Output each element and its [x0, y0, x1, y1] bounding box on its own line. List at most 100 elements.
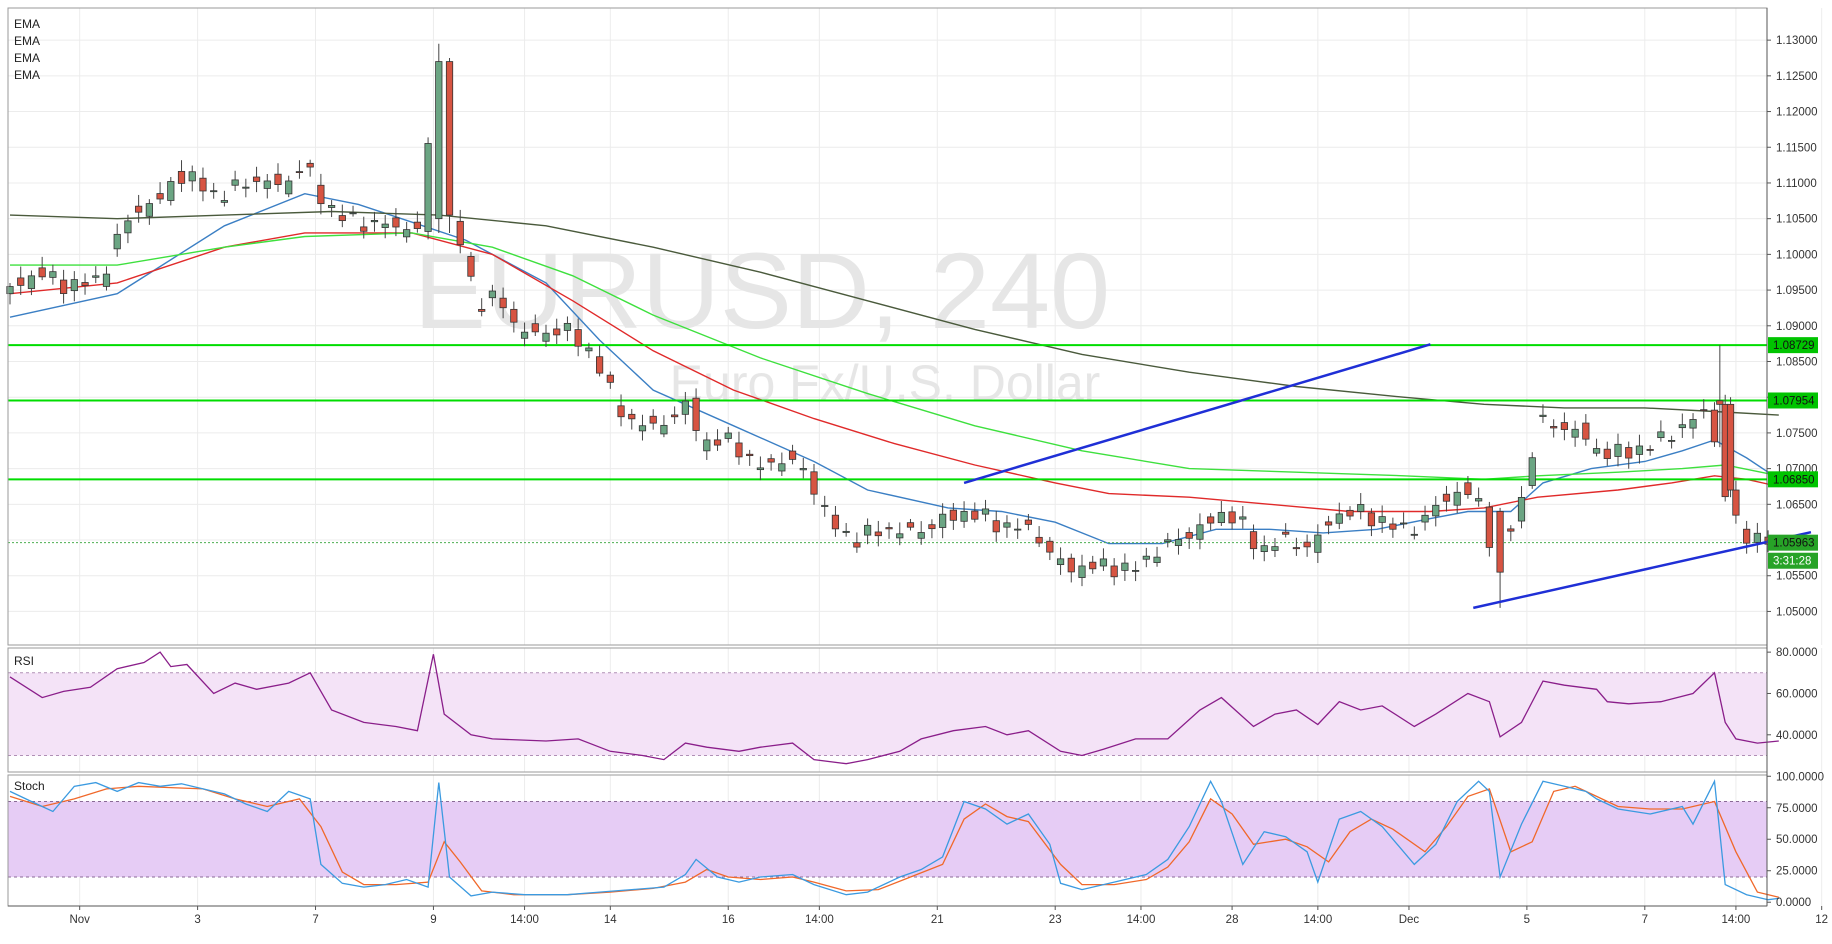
candle-body-290	[1560, 422, 1568, 430]
candle-body-112	[606, 374, 614, 383]
candle-body-28	[156, 193, 164, 200]
candle-body-156	[842, 530, 850, 533]
candle-body-50	[274, 173, 282, 185]
time-tick-label-6: 16	[722, 914, 735, 926]
time-tick-label-11: 28	[1226, 914, 1239, 926]
price-tick-label-8: 1.09000	[1776, 321, 1818, 333]
ema-label-0: EMA	[14, 17, 40, 31]
price-tag-text-1: 1.07954	[1773, 395, 1815, 407]
candle-body-98	[531, 323, 539, 333]
price-tick-label-2: 1.12000	[1776, 107, 1818, 119]
price-tick-label-4: 1.11000	[1776, 178, 1817, 190]
candle-body-318	[1710, 409, 1719, 443]
candle-body-214	[1153, 556, 1161, 563]
candle-body-72	[392, 217, 400, 228]
candle-body-232	[1249, 531, 1258, 550]
candle-body-106	[574, 329, 582, 347]
candle-body-70	[381, 223, 389, 228]
candle-body-208	[1121, 562, 1129, 571]
rsi-line	[9, 651, 1779, 765]
candle-body-150	[810, 471, 818, 495]
rsi-label: RSI	[14, 654, 34, 668]
time-tick-label-16: 14:00	[1722, 914, 1751, 926]
price-tag-bg-0	[1768, 337, 1818, 354]
candle-body-186	[1003, 522, 1011, 528]
candle-body-266	[1432, 504, 1440, 517]
candle-body-80	[435, 61, 443, 220]
price-tick-label-6: 1.10000	[1776, 249, 1818, 261]
candle-body-30	[167, 181, 175, 201]
ema-label-1: EMA	[14, 34, 40, 48]
candle-body-284	[1528, 457, 1536, 486]
candle-body-280	[1507, 528, 1515, 532]
candle-body-6	[38, 267, 46, 278]
candle-body-262	[1410, 533, 1418, 536]
ema-label-2: EMA	[14, 51, 40, 65]
symbol-watermark: EURUSD, 240	[414, 230, 1110, 351]
candle-body-264	[1421, 514, 1429, 523]
candle-body-276	[1485, 506, 1493, 548]
candle-body-216	[1164, 539, 1172, 543]
price-tick-label-3: 1.11500	[1776, 142, 1817, 154]
candle-body-296	[1592, 448, 1601, 454]
time-tick-label-8: 21	[931, 914, 944, 926]
candle-body-292	[1571, 428, 1579, 438]
candle-body-228	[1228, 511, 1236, 524]
candle-body-54	[295, 171, 304, 173]
candle-body-204	[1099, 558, 1108, 567]
candle-body-250	[1346, 509, 1354, 517]
candle-body-12	[70, 279, 78, 292]
candle-body-120	[649, 415, 657, 424]
candle-body-44	[242, 186, 250, 189]
time-tick-label-1: 3	[194, 914, 200, 926]
candle-body-24	[135, 205, 143, 213]
price-tick-label-7: 1.09500	[1776, 285, 1818, 297]
candle-body-36	[199, 177, 207, 192]
candle-body-306	[1646, 449, 1654, 451]
candle-body-230	[1239, 516, 1247, 520]
candle-body-154	[831, 514, 840, 530]
candle-body-142	[767, 458, 775, 463]
stoch-tick-label-2: 50.0000	[1776, 834, 1818, 846]
candle-body-116	[628, 413, 636, 420]
candle-body-92	[499, 297, 507, 309]
candle-body-324	[1743, 528, 1751, 544]
candle-body-64	[349, 212, 357, 215]
time-tick-label-14: 5	[1524, 914, 1530, 926]
price-tick-label-9: 1.08500	[1776, 356, 1818, 368]
stoch-label: Stoch	[14, 779, 45, 793]
candle-body-314	[1689, 419, 1697, 429]
candle-body-164	[885, 527, 893, 530]
candle-body-26	[145, 203, 153, 217]
candle-body-240	[1292, 547, 1300, 550]
candle-body-32	[177, 170, 186, 184]
candle-body-234	[1260, 545, 1268, 553]
price-tag-bg-2	[1768, 471, 1818, 488]
candle-body-146	[788, 450, 797, 460]
candle-body-96	[520, 331, 529, 339]
price-tick-label-1: 1.12500	[1776, 71, 1818, 83]
candle-body-178	[960, 510, 968, 522]
candle-body-126	[681, 400, 689, 415]
time-tick-label-10: 14:00	[1127, 914, 1156, 926]
candle-body-226	[1217, 511, 1225, 524]
candle-body-168	[906, 522, 915, 528]
candle-body-180	[971, 510, 979, 520]
candle-body-10	[60, 279, 68, 294]
candle-body-136	[735, 442, 743, 458]
candle-body-132	[713, 439, 722, 446]
candle-body-52	[285, 180, 293, 195]
time-tick-label-17: 12	[1815, 914, 1828, 926]
candle-body-94	[510, 308, 518, 323]
candle-body-200	[1078, 565, 1086, 578]
price-tick-label-15: 1.05500	[1776, 571, 1818, 583]
candle-body-304	[1635, 445, 1644, 455]
candle-body-326	[1753, 532, 1761, 543]
candle-body-308	[1657, 431, 1665, 439]
candle-body-252	[1357, 504, 1365, 512]
time-tick-label-7: 14:00	[805, 914, 834, 926]
candle-body-288	[1550, 426, 1558, 429]
candle-body-184	[992, 520, 1000, 533]
candle-body-134	[724, 432, 732, 439]
time-tick-label-5: 14	[604, 914, 617, 926]
